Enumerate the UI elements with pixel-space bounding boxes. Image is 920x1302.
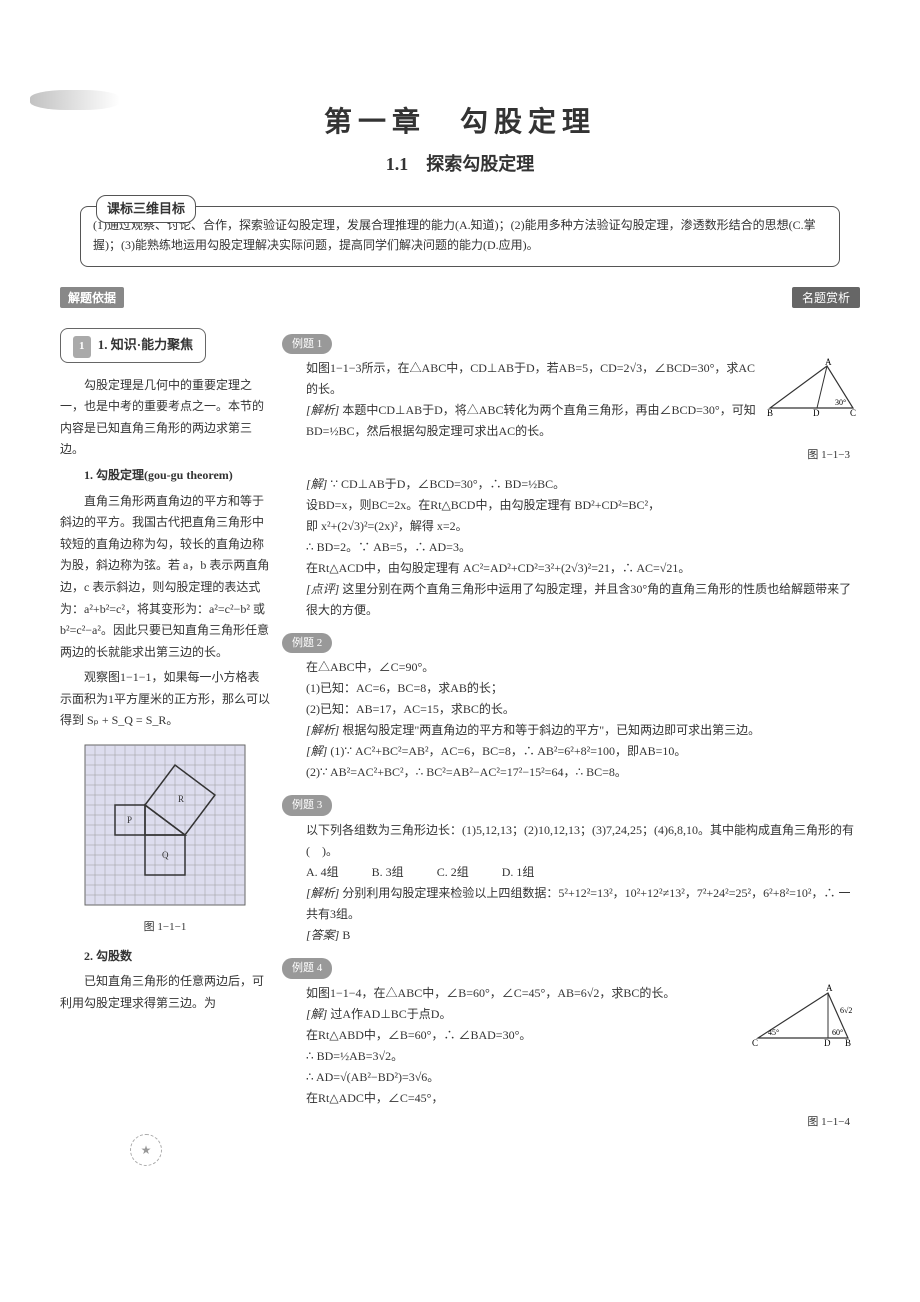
ex3-ans: B bbox=[342, 928, 350, 942]
badges-row: 解题依据 名题赏析 bbox=[60, 287, 860, 313]
ex1-sol2: 设BD=x，则BC=2x。在Rt△BCD中，由勾股定理有 BD²+CD²=BC²… bbox=[282, 495, 860, 516]
right-badge: 名题赏析 bbox=[792, 287, 860, 308]
left-heading-1: 1. 勾股定理(gou-gu theorem) bbox=[60, 465, 270, 487]
goal-label: 课标三维目标 bbox=[96, 195, 196, 223]
svg-text:C: C bbox=[850, 408, 856, 418]
ex3-head: 例题 3 bbox=[282, 795, 332, 816]
svg-text:A: A bbox=[826, 983, 833, 993]
fig-r1-label: 图 1−1−3 bbox=[282, 446, 850, 465]
goal-text: (1)通过观察、讨论、合作，探索验证勾股定理，发展合理推理的能力(A.知道)；(… bbox=[93, 218, 816, 252]
page: 第一章 勾股定理 1.1 探索勾股定理 课标三维目标 (1)通过观察、讨论、合作… bbox=[0, 0, 920, 1186]
ex3-options: A. 4组 B. 3组 C. 2组 D. 1组 bbox=[282, 862, 860, 883]
svg-text:45°: 45° bbox=[768, 1028, 779, 1037]
svg-text:30°: 30° bbox=[835, 398, 846, 407]
right-column: 例题 1 B C A D 30° 如图1−1−3所示，在△ABC中，CD⊥AB于… bbox=[282, 328, 860, 1146]
ex1-sol5: 在Rt△ACD中，由勾股定理有 AC²=AD²+CD²=3²+(2√3)²=21… bbox=[282, 558, 860, 579]
ex1-head: 例题 1 bbox=[282, 334, 332, 355]
svg-text:Q: Q bbox=[162, 850, 169, 860]
left-paragraph-4: 已知直角三角形的任意两边后，可利用勾股定理求得第三边。为 bbox=[60, 971, 270, 1014]
fig-r2-label: 图 1−1−4 bbox=[282, 1113, 850, 1132]
left-paragraph-2: 直角三角形两直角边的平方和等于斜边的平方。我国古代把直角三角形中较短的直角边称为… bbox=[60, 491, 270, 664]
scan-artifact bbox=[30, 90, 120, 110]
ex2-head: 例题 2 bbox=[282, 633, 332, 654]
ex4-sol-label: [解] bbox=[306, 1007, 327, 1021]
ex3-optA: A. 4组 bbox=[306, 865, 339, 879]
ex2-sol-label: [解] bbox=[306, 744, 327, 758]
svg-text:B: B bbox=[845, 1038, 851, 1048]
subsection-num: 1 bbox=[73, 336, 91, 358]
grid-figure: P Q R bbox=[80, 740, 250, 910]
chapter-title: 第一章 勾股定理 bbox=[60, 100, 860, 140]
ex2-ana: 根据勾股定理"两直角边的平方和等于斜边的平方"，已知两边即可求出第三边。 bbox=[342, 723, 760, 737]
ex2-q1: (1)已知：AC=6，BC=8，求AB的长； bbox=[282, 678, 860, 699]
ex3-optC: C. 2组 bbox=[437, 865, 469, 879]
ex2-ana-label: [解析] bbox=[306, 723, 339, 737]
ex1-note-label: [点评] bbox=[306, 582, 339, 596]
left-paragraph-3: 观察图1−1−1，如果每一小方格表示面积为1平方厘米的正方形，那么可以得到 Sₚ… bbox=[60, 667, 270, 732]
ex3-optD: D. 1组 bbox=[502, 865, 535, 879]
svg-text:A: A bbox=[825, 358, 832, 367]
goal-box: 课标三维目标 (1)通过观察、讨论、合作，探索验证勾股定理，发展合理推理的能力(… bbox=[80, 206, 840, 267]
svg-text:R: R bbox=[178, 794, 184, 804]
left-heading-2: 2. 勾股数 bbox=[60, 946, 270, 968]
ex1-sol4: ∴ BD=2。∵ AB=5，∴ AD=3。 bbox=[282, 537, 860, 558]
ex3-optB: B. 3组 bbox=[372, 865, 404, 879]
ex3-ana: 分别利用勾股定理来检验以上四组数据：5²+12²=13²，10²+12²≠13²… bbox=[306, 886, 850, 921]
svg-text:C: C bbox=[752, 1038, 758, 1048]
svg-text:6√2: 6√2 bbox=[840, 1006, 852, 1015]
ex2-block: 在△ABC中，∠C=90°。 (1)已知：AC=6，BC=8，求AB的长； (2… bbox=[282, 657, 860, 783]
ex2-q2: (2)已知：AB=17，AC=15，求BC的长。 bbox=[282, 699, 860, 720]
ex4-block: C B A D 45° 60° 6√2 如图1−1−4，在△ABC中，∠B=60… bbox=[282, 983, 860, 1140]
ex1-ana-label: [解析] bbox=[306, 403, 339, 417]
svg-text:60°: 60° bbox=[832, 1028, 843, 1037]
ex2-text: 在△ABC中，∠C=90°。 bbox=[282, 657, 860, 678]
ex4-sol4: ∴ AD=√(AB²−BD²)=3√6。 bbox=[282, 1067, 860, 1088]
left-badge: 解题依据 bbox=[60, 287, 124, 308]
ex4-head: 例题 4 bbox=[282, 958, 332, 979]
fig-left-label: 图 1−1−1 bbox=[60, 918, 270, 938]
ex4-sol1: 过A作AD⊥BC于点D。 bbox=[330, 1007, 451, 1021]
ex1-block: B C A D 30° 如图1−1−3所示，在△ABC中，CD⊥AB于D，若AB… bbox=[282, 358, 860, 620]
ex1-sol1: ∵ CD⊥AB于D，∠BCD=30°，∴ BD=½BC。 bbox=[330, 477, 565, 491]
ex4-sol5: 在Rt△ADC中，∠C=45°， bbox=[282, 1088, 860, 1109]
ex2-sol2: (2)∵ AB²=AC²+BC²，∴ BC²=AB²−AC²=17²−15²=6… bbox=[282, 762, 860, 783]
svg-text:B: B bbox=[767, 408, 773, 418]
ex1-sol3: 即 x²+(2√3)²=(2x)²，解得 x=2。 bbox=[282, 516, 860, 537]
triangle-figure-2: C B A D 45° 60° 6√2 bbox=[750, 983, 860, 1053]
svg-text:D: D bbox=[813, 408, 820, 418]
triangle-figure-1: B C A D 30° bbox=[765, 358, 860, 418]
page-circle-icon: ★ bbox=[130, 1134, 162, 1166]
ex1-sol-label: [解] bbox=[306, 477, 327, 491]
ex2-sol1: (1)∵ AC²+BC²=AB²，AC=6，BC=8，∴ AB²=6²+8²=1… bbox=[330, 744, 686, 758]
left-paragraph-1: 勾股定理是几何中的重要定理之一，也是中考的重要考点之一。本节的内容是已知直角三角… bbox=[60, 375, 270, 461]
ex3-ana-label: [解析] bbox=[306, 886, 339, 900]
ex3-ans-label: [答案] bbox=[306, 928, 339, 942]
subsection-title: 1. 知识·能力聚焦 bbox=[98, 337, 193, 352]
section-title: 1.1 探索勾股定理 bbox=[60, 150, 860, 176]
ex3-text: 以下列各组数为三角形边长：(1)5,12,13；(2)10,12,13；(3)7… bbox=[282, 820, 860, 862]
left-column: 1 1. 知识·能力聚焦 勾股定理是几何中的重要定理之一，也是中考的重要考点之一… bbox=[60, 328, 270, 1146]
subsection-box: 1 1. 知识·能力聚焦 bbox=[60, 328, 206, 363]
svg-text:P: P bbox=[127, 815, 132, 825]
svg-text:D: D bbox=[824, 1038, 831, 1048]
ex3-block: 以下列各组数为三角形边长：(1)5,12,13；(2)10,12,13；(3)7… bbox=[282, 820, 860, 946]
two-columns: 1 1. 知识·能力聚焦 勾股定理是几何中的重要定理之一，也是中考的重要考点之一… bbox=[60, 328, 860, 1146]
ex1-ana: 本题中CD⊥AB于D，将△ABC转化为两个直角三角形，再由∠BCD=30°，可知… bbox=[306, 403, 756, 438]
ex1-note: 这里分别在两个直角三角形中运用了勾股定理，并且含30°角的直角三角形的性质也给解… bbox=[306, 582, 851, 617]
